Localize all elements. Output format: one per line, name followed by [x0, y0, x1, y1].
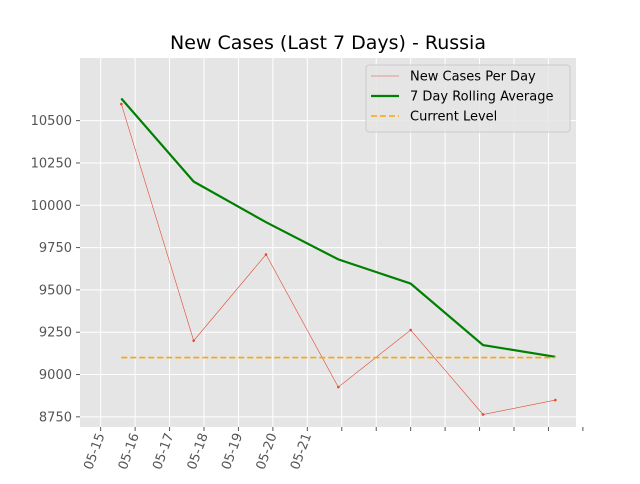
data-point — [409, 328, 412, 332]
y-axis: 8750 9000 9250 9500 9750 10000 10250 10500 — [31, 114, 80, 425]
y-tick-label: 9500 — [39, 283, 72, 298]
data-point — [554, 398, 557, 402]
y-tick-label: 10250 — [31, 156, 72, 171]
legend-box — [365, 64, 571, 133]
y-tick-label: 9750 — [39, 241, 72, 256]
data-point — [337, 385, 340, 389]
y-tick-label: 9000 — [39, 368, 72, 383]
legend-label: 7 Day Rolling Average — [410, 90, 553, 105]
y-tick-label: 9250 — [39, 326, 72, 341]
chart-title: New Cases (Last 7 Days) - Russia — [170, 32, 486, 54]
legend-label: New Cases Per Day — [410, 70, 536, 85]
series-line-1 — [120, 97, 556, 358]
y-tick-label: 10500 — [31, 114, 72, 129]
data-point — [481, 413, 485, 416]
legend-label: Current Level — [410, 110, 497, 125]
y-tick-label: 10000 — [31, 199, 72, 214]
data-point — [192, 339, 195, 342]
data-point — [264, 253, 268, 256]
series-layer — [120, 97, 557, 416]
y-tick-label: 8750 — [39, 410, 72, 425]
legend: New Cases Per Day 7 Day Rolling Average Cu… — [365, 64, 571, 133]
data-point — [120, 102, 123, 106]
